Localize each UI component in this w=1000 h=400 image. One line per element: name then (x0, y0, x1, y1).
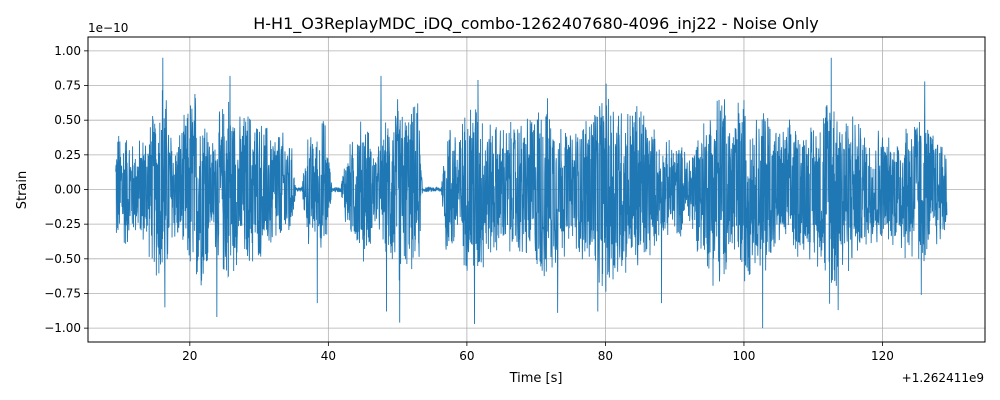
plot-area (115, 57, 948, 329)
x-tick-label: 80 (598, 349, 613, 363)
strain-series-line (115, 57, 948, 329)
y-tick-label: 0.50 (54, 113, 81, 127)
y-axis: −1.00 −0.75 −0.50 −0.25 0.00 0.25 0.50 0.75 1.00 (44, 44, 88, 335)
y-axis-label: Strain (15, 171, 30, 210)
x-tick-label: 120 (871, 349, 894, 363)
x-tick-label: 40 (321, 349, 336, 363)
y-tick-label: 1.00 (54, 44, 81, 58)
chart-title: H-H1_O3ReplayMDC_iDQ_combo-1262407680-40… (253, 14, 819, 34)
y-tick-label: −0.50 (44, 252, 81, 266)
x-axis: 20 40 60 80 100 120 (182, 342, 894, 363)
x-tick-label: 100 (732, 349, 755, 363)
y-tick-label: 0.75 (54, 79, 81, 93)
y-tick-label: −0.25 (44, 217, 81, 231)
y-tick-label: 0.25 (54, 148, 81, 162)
x-offset-label: +1.262411e9 (902, 371, 984, 385)
x-axis-label: Time [s] (509, 371, 563, 386)
y-tick-label: −1.00 (44, 321, 81, 335)
y-scale-label: 1e−10 (88, 21, 128, 35)
x-tick-label: 60 (459, 349, 474, 363)
y-tick-label: −0.75 (44, 286, 81, 300)
x-tick-label: 20 (182, 349, 197, 363)
y-tick-label: 0.00 (54, 183, 81, 197)
